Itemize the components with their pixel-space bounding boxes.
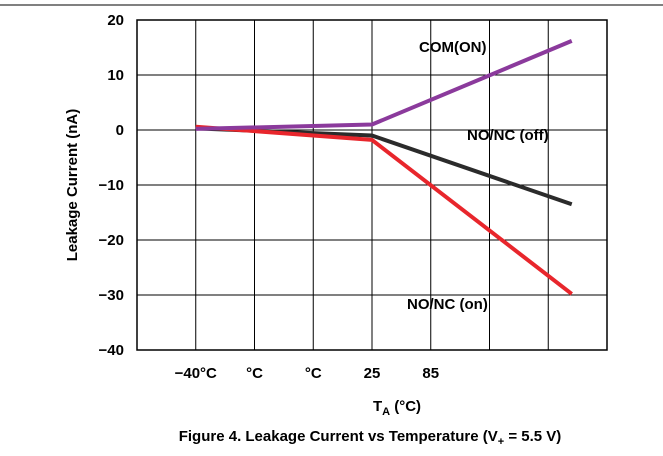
y-tick-label: 10 — [107, 67, 124, 84]
plot-frame — [136, 19, 608, 351]
caption-prefix: Figure 4. Leakage Current vs Temperature… — [179, 428, 498, 445]
annotation-no-nc-on: NO/NC (on) — [407, 296, 488, 313]
x-tick-label: 25 — [364, 365, 381, 382]
caption-suffix: = 5.5 V) — [504, 428, 561, 445]
y-tick-label: 0 — [116, 122, 124, 139]
x-tick-label: 85 — [422, 365, 439, 382]
annotation-no-nc-off: NO/NC (off) — [467, 127, 549, 144]
y-tick-label: −30 — [99, 287, 124, 304]
series-line-no-nc-on — [195, 124, 573, 296]
x-axis-label: TA (°C) — [373, 398, 421, 418]
x-axis-label-main: T — [373, 398, 382, 415]
y-tick-label: −20 — [99, 232, 124, 249]
y-tick-label: −40 — [99, 342, 124, 359]
x-axis-label-unit: (°C) — [390, 398, 421, 415]
caption-sub: + — [498, 436, 504, 448]
series-line-com-on — [195, 39, 573, 131]
y-tick-label: 20 — [107, 12, 124, 29]
figure-caption: Figure 4. Leakage Current vs Temperature… — [179, 428, 562, 448]
tick-labels: 20 10 0 −10 −20 −30 −40 −40°C °C °C 25 85 — [99, 12, 440, 382]
x-tick-label: °C — [246, 365, 263, 382]
x-tick-label: −40°C — [175, 365, 217, 382]
y-axis-label: Leakage Current (nA) — [64, 109, 81, 262]
x-axis-label-sub: A — [382, 406, 390, 418]
series-layer — [195, 39, 573, 296]
grid — [137, 20, 607, 350]
annotation-com-on: COM(ON) — [419, 39, 487, 56]
x-tick-label: °C — [305, 365, 322, 382]
y-tick-label: −10 — [99, 177, 124, 194]
